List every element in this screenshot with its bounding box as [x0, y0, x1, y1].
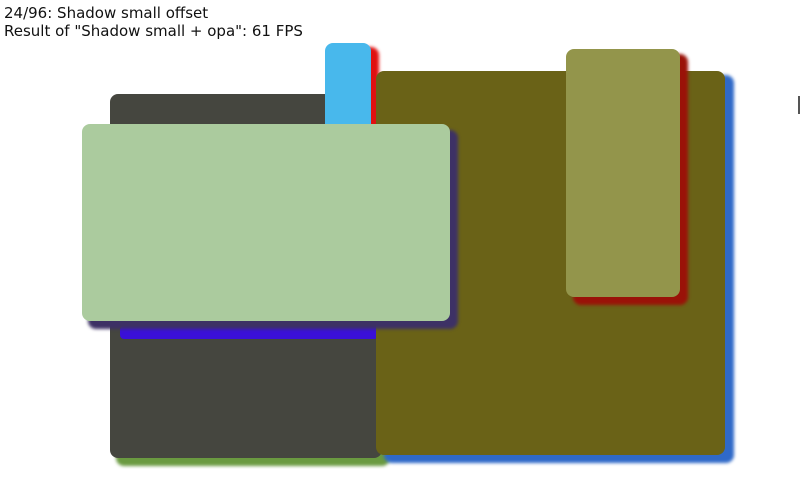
- fps-result: Result of "Shadow small + opa": 61 FPS: [4, 22, 303, 40]
- test-title: 24/96: Shadow small offset: [4, 4, 209, 22]
- offscreen-object-edge: [798, 96, 800, 114]
- light-olive-rect: [566, 49, 680, 297]
- pale-green-rect: [82, 124, 450, 321]
- violet-strip: [120, 326, 378, 339]
